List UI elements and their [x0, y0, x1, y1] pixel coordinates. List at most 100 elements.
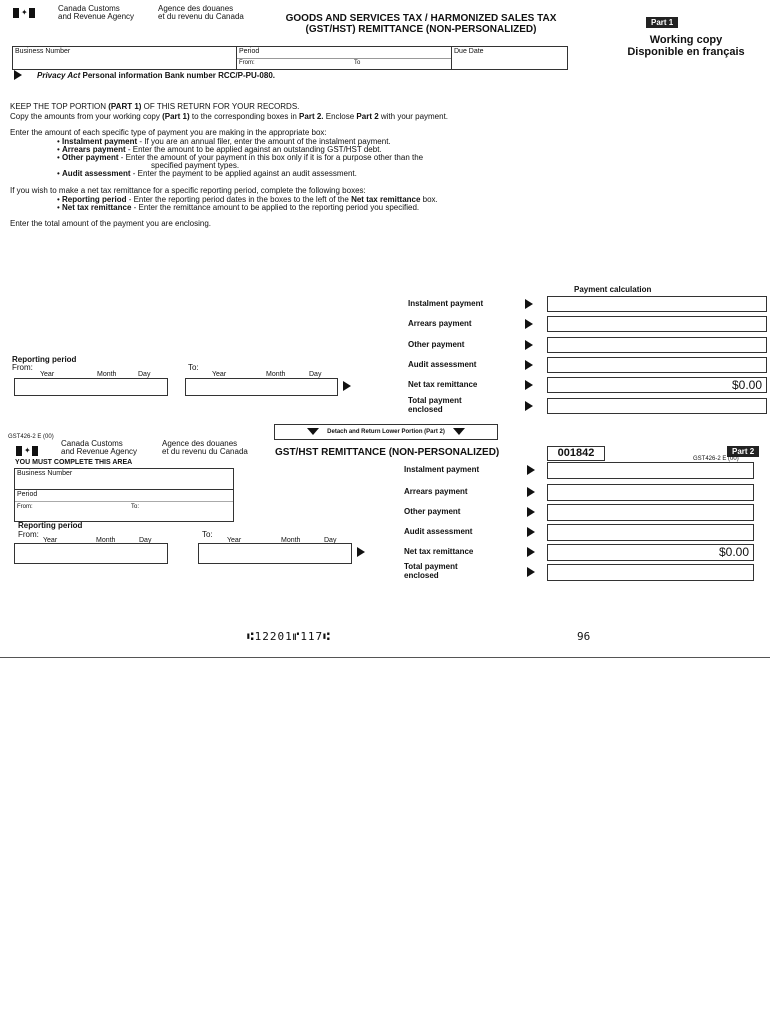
audit-assessment-label: Audit assessment	[404, 527, 473, 536]
month-label: Month	[266, 371, 286, 378]
micr-code: 96	[577, 630, 591, 643]
other-payment-input[interactable]	[547, 504, 754, 521]
arrow-right-icon	[525, 360, 533, 370]
reporting-to-input[interactable]	[185, 378, 338, 396]
part2-title: GST/HST REMITTANCE (NON-PERSONALIZED)	[275, 447, 500, 458]
arrow-right-icon	[525, 340, 533, 350]
keep-instruction: KEEP THE TOP PORTION (PART 1) OF THIS RE…	[10, 102, 300, 111]
due-date-label: Due Date	[454, 48, 484, 55]
part1-badge: Part 1	[646, 17, 679, 28]
arrow-down-icon	[307, 427, 320, 435]
to-label: To:	[202, 530, 213, 539]
arrears-payment-input[interactable]	[547, 484, 754, 501]
arrow-right-icon	[527, 527, 535, 537]
arrow-right-icon	[527, 567, 535, 577]
net-tax-remittance-input[interactable]: $0.00	[547, 544, 754, 561]
identification-box: Business Number Period From: To:	[14, 468, 234, 522]
year-label: Year	[43, 537, 58, 544]
day-label: Day	[139, 537, 152, 544]
arrow-right-icon	[525, 299, 533, 309]
agency-en: Canada Customs and Revenue Agency	[58, 4, 135, 21]
year-label: Year	[227, 537, 242, 544]
must-complete-label: YOU MUST COMPLETE THIS AREA	[15, 459, 133, 466]
reporting-period-label: Reporting period	[18, 521, 83, 530]
micr-line: ⑆12201⑈117⑆	[247, 630, 331, 643]
bullet-instalment: • Instalment payment - If you are an ann…	[57, 137, 391, 146]
audit-assessment-input[interactable]	[547, 357, 767, 373]
total-payment-label: Total payment enclosed	[408, 396, 462, 414]
bullet-net: • Net tax remittance - Enter the remitta…	[57, 203, 420, 212]
bullet-audit: • Audit assessment - Enter the payment t…	[57, 169, 357, 178]
bullet-other: • Other payment - Enter the amount of yo…	[57, 153, 424, 162]
day-label: Day	[324, 537, 337, 544]
reporting-from-input[interactable]	[14, 543, 168, 564]
agency-fr: Agence des douanes et du revenu du Canada	[162, 439, 248, 456]
enter-total-instruction: Enter the total amount of the payment yo…	[10, 219, 212, 228]
tear-line	[0, 657, 770, 658]
reporting-to-input[interactable]	[198, 543, 352, 564]
bullet-reporting: • Reporting period - Enter the reporting…	[57, 195, 438, 204]
remittance-number: 001842	[547, 446, 605, 461]
reporting-period-label: Reporting period	[12, 355, 77, 364]
period-to-label: To	[354, 60, 361, 66]
part2-badge: Part 2	[727, 446, 760, 457]
audit-assessment-input[interactable]	[547, 524, 754, 541]
other-payment-input[interactable]	[547, 337, 767, 353]
agency-en: Canada Customs and Revenue Agency	[61, 439, 138, 456]
period-from-label: From:	[17, 504, 33, 510]
arrow-right-icon	[525, 401, 533, 411]
month-label: Month	[96, 537, 116, 544]
instalment-payment-input[interactable]	[547, 296, 767, 312]
from-label: From:	[18, 530, 39, 539]
net-tax-remittance-input[interactable]: $0.00	[547, 377, 767, 393]
total-payment-input[interactable]	[547, 564, 754, 581]
period-to-label: To:	[131, 504, 140, 510]
year-label: Year	[40, 371, 55, 378]
form-code: GST426-2 E (00)	[693, 456, 739, 462]
net-tax-remittance-label: Net tax remittance	[408, 380, 478, 389]
privacy-notice: Privacy Act Personal information Bank nu…	[37, 71, 275, 80]
payment-calculation-heading: Payment calculation	[574, 285, 652, 294]
audit-assessment-label: Audit assessment	[408, 360, 477, 369]
canada-flag-logo: ✦	[13, 8, 35, 18]
period-label: Period	[239, 48, 260, 55]
arrears-payment-label: Arrears payment	[408, 319, 472, 328]
other-payment-label: Other payment	[408, 340, 465, 349]
from-label: From:	[12, 363, 33, 372]
instalment-payment-label: Instalment payment	[404, 465, 480, 474]
canada-flag-logo: ✦	[16, 446, 38, 456]
arrow-right-icon	[14, 70, 22, 80]
period-label: Period	[17, 491, 38, 498]
day-label: Day	[309, 371, 322, 378]
instalment-payment-input[interactable]	[547, 462, 754, 479]
enter-amount-instruction: Enter the amount of each specific type o…	[10, 128, 327, 137]
net-intro: If you wish to make a net tax remittance…	[10, 186, 366, 195]
arrow-right-icon	[527, 507, 535, 517]
total-payment-label: Total payment enclosed	[404, 562, 458, 580]
bullet-other-cont: specified payment types.	[151, 161, 240, 170]
arrow-right-icon	[525, 319, 533, 329]
business-number-label: Business Number	[17, 470, 73, 477]
form-title: GOODS AND SERVICES TAX / HARMONIZED SALE…	[285, 13, 557, 35]
arrears-payment-label: Arrears payment	[404, 487, 468, 496]
net-tax-remittance-label: Net tax remittance	[404, 547, 474, 556]
other-payment-label: Other payment	[404, 507, 461, 516]
total-payment-input[interactable]	[547, 398, 767, 414]
arrow-right-icon	[527, 547, 535, 557]
header-table: Business Number Period From: To Due Date	[12, 46, 568, 70]
arrears-payment-input[interactable]	[547, 316, 767, 332]
period-from-label: From:	[239, 60, 255, 66]
bullet-arrears: • Arrears payment - Enter the amount to …	[57, 145, 382, 154]
arrow-right-icon	[527, 465, 535, 475]
business-number-label: Business Number	[15, 48, 71, 55]
copy-instruction: Copy the amounts from your working copy …	[10, 112, 449, 121]
reporting-from-input[interactable]	[14, 378, 168, 396]
arrow-right-icon	[343, 381, 351, 391]
working-copy: Working copy Disponible en français	[627, 34, 745, 58]
arrow-right-icon	[357, 547, 365, 557]
instalment-payment-label: Instalment payment	[408, 299, 484, 308]
month-label: Month	[97, 371, 117, 378]
arrow-down-icon	[452, 427, 465, 435]
form-code: GST426-2 E (00)	[8, 434, 54, 440]
